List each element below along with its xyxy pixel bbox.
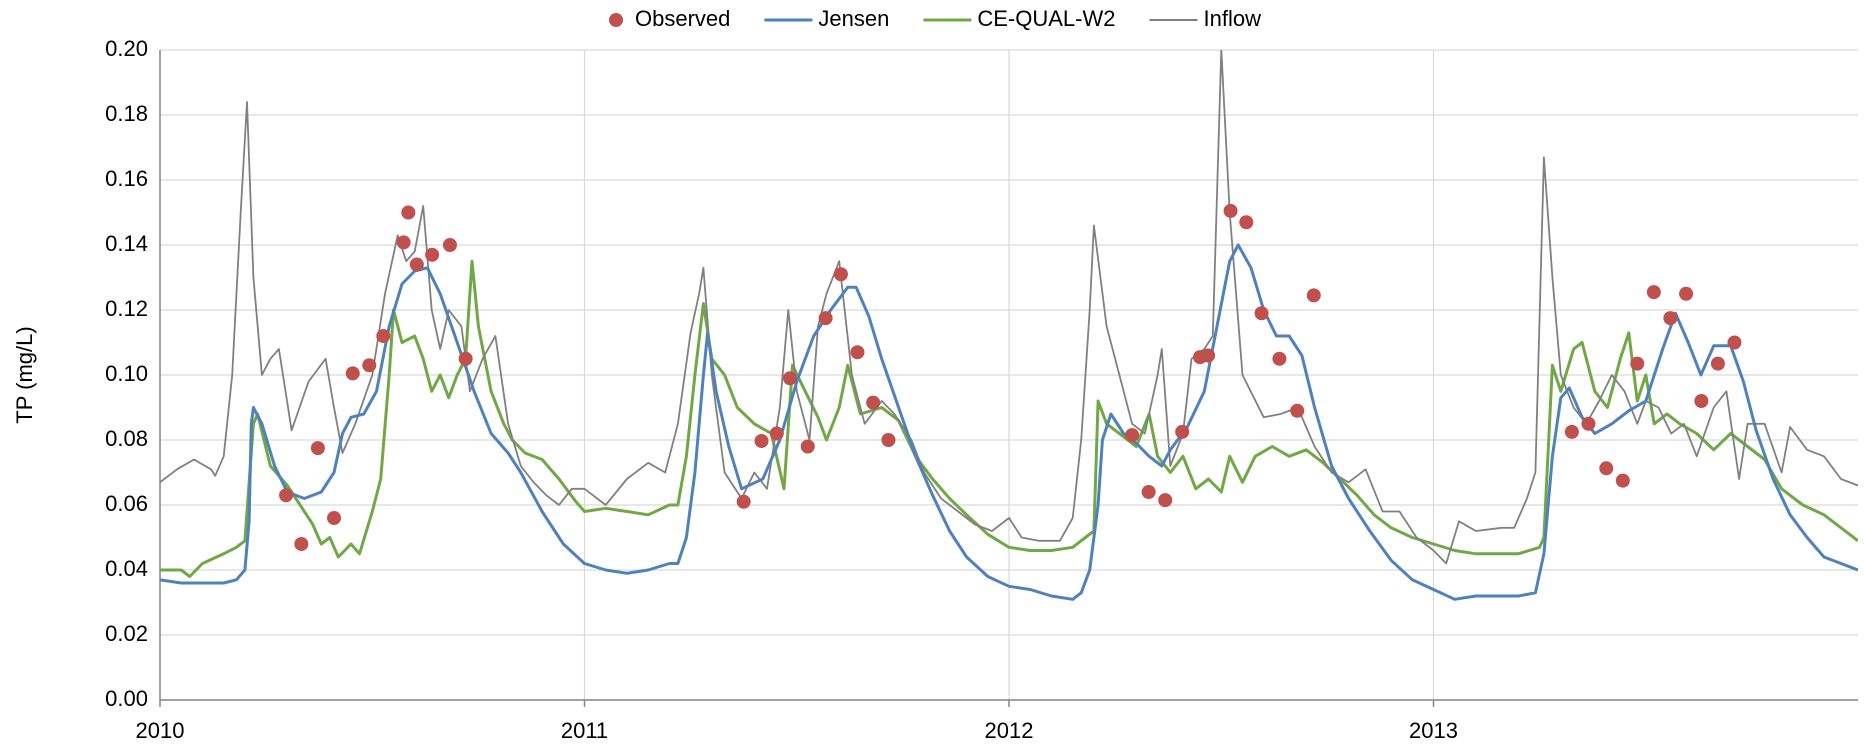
y-tick-label: 0.04	[105, 556, 148, 581]
observed-point	[833, 267, 848, 282]
legend-marker	[609, 13, 624, 27]
y-tick-label: 0.14	[105, 231, 148, 256]
x-tick-label: 2012	[985, 718, 1034, 743]
series-line	[160, 243, 1858, 601]
y-tick-label: 0.06	[105, 491, 148, 516]
observed-point	[1290, 403, 1305, 418]
observed-point	[1679, 286, 1694, 301]
observed-point	[1727, 335, 1742, 350]
observed-point	[769, 426, 784, 441]
observed-point	[310, 441, 325, 456]
observed-point	[409, 257, 424, 272]
observed-point	[1646, 285, 1661, 300]
legend-label: CE-QUAL-W2	[977, 6, 1115, 31]
y-tick-label: 0.20	[105, 36, 148, 61]
observed-point	[1223, 203, 1238, 218]
observed-point	[376, 329, 391, 343]
observed-point	[1663, 311, 1678, 326]
observed-point	[1239, 215, 1254, 230]
y-tick-label: 0.16	[105, 166, 148, 191]
observed-point	[1306, 288, 1321, 303]
observed-point	[294, 537, 309, 551]
x-tick-label: 2011	[561, 718, 608, 743]
observed-point	[754, 433, 769, 448]
observed-point	[1201, 348, 1216, 363]
y-tick-label: 0.12	[105, 296, 148, 321]
observed-point	[881, 433, 896, 447]
plot-area	[160, 50, 1858, 601]
observed-point	[850, 345, 865, 360]
observed-point	[866, 395, 881, 410]
observed-point	[1125, 428, 1140, 443]
observed-point	[1710, 356, 1725, 371]
y-tick-label: 0.02	[105, 621, 148, 646]
y-axis-label: TP (mg/L)	[12, 326, 37, 423]
observed-point	[818, 311, 833, 326]
x-tick-label: 2010	[136, 718, 185, 743]
legend-item: Observed	[609, 6, 730, 31]
observed-point	[345, 366, 360, 381]
observed-point	[1272, 351, 1287, 366]
y-tick-label: 0.00	[105, 686, 148, 711]
observed-point	[327, 511, 342, 525]
observed-point	[1630, 356, 1645, 371]
legend-item: CE-QUAL-W2	[923, 6, 1115, 31]
observed-point	[736, 494, 751, 509]
x-tick-label: 2013	[1409, 718, 1458, 743]
legend-label: Inflow	[1203, 6, 1261, 31]
observed-point	[1564, 424, 1579, 439]
observed-point	[1141, 485, 1156, 499]
legend-label: Observed	[635, 6, 730, 31]
observed-point	[1694, 394, 1709, 408]
observed-point	[1254, 306, 1269, 321]
observed-point	[782, 371, 797, 386]
series-line	[160, 259, 1858, 578]
observed-point	[425, 247, 440, 262]
observed-point	[396, 235, 411, 250]
observed-point	[279, 488, 294, 503]
observed-point	[401, 205, 416, 220]
observed-point	[800, 439, 815, 454]
y-tick-label: 0.08	[105, 426, 148, 451]
observed-point	[1615, 473, 1630, 488]
observed-point	[1599, 461, 1614, 476]
observed-point	[1158, 493, 1173, 508]
observed-point	[1175, 424, 1190, 439]
y-tick-label: 0.18	[105, 101, 148, 126]
y-tick-label: 0.10	[105, 361, 148, 386]
observed-point	[362, 358, 377, 373]
legend-item: Inflow	[1149, 6, 1261, 31]
series-line	[160, 50, 1858, 565]
legend-item: Jensen	[764, 6, 889, 31]
observed-point	[1581, 416, 1596, 431]
observed-point	[442, 238, 457, 252]
observed-point	[458, 351, 473, 366]
legend-label: Jensen	[818, 6, 889, 31]
